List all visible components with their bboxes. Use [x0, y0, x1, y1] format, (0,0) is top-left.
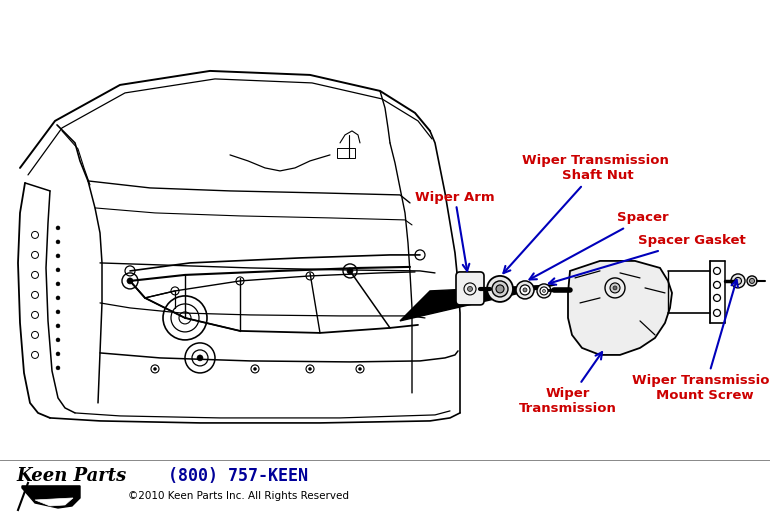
- Text: Spacer: Spacer: [530, 211, 668, 280]
- Circle shape: [309, 367, 312, 370]
- Circle shape: [492, 281, 508, 297]
- Circle shape: [56, 282, 60, 286]
- Circle shape: [613, 286, 617, 290]
- Polygon shape: [568, 261, 672, 355]
- Circle shape: [153, 367, 156, 370]
- Circle shape: [731, 274, 745, 288]
- Text: Wiper Arm: Wiper Arm: [415, 192, 495, 271]
- Circle shape: [56, 310, 60, 314]
- Circle shape: [610, 283, 620, 293]
- Circle shape: [347, 268, 353, 274]
- Text: Spacer Gasket: Spacer Gasket: [549, 235, 746, 285]
- Polygon shape: [22, 486, 80, 508]
- Circle shape: [56, 324, 60, 328]
- Circle shape: [56, 338, 60, 342]
- Polygon shape: [35, 498, 73, 506]
- Text: Wiper Transmission 
Shaft Nut: Wiper Transmission Shaft Nut: [504, 154, 674, 273]
- Circle shape: [359, 367, 361, 370]
- Circle shape: [56, 268, 60, 272]
- Text: Wiper
Transmission: Wiper Transmission: [519, 352, 617, 415]
- Circle shape: [543, 290, 545, 293]
- Circle shape: [747, 276, 757, 286]
- Circle shape: [523, 288, 527, 292]
- Polygon shape: [400, 285, 555, 321]
- Circle shape: [127, 278, 133, 284]
- Circle shape: [56, 226, 60, 230]
- Circle shape: [487, 276, 513, 302]
- Circle shape: [749, 278, 755, 283]
- Circle shape: [197, 355, 203, 361]
- Circle shape: [56, 352, 60, 356]
- Circle shape: [496, 285, 504, 293]
- Text: ©2010 Keen Parts Inc. All Rights Reserved: ©2010 Keen Parts Inc. All Rights Reserve…: [128, 491, 349, 501]
- Text: Wiper Transmission
Mount Screw: Wiper Transmission Mount Screw: [631, 280, 770, 402]
- Text: (800) 757-KEEN: (800) 757-KEEN: [168, 467, 308, 485]
- Circle shape: [537, 284, 551, 298]
- Bar: [337, 148, 355, 158]
- FancyBboxPatch shape: [456, 272, 484, 305]
- Circle shape: [56, 366, 60, 370]
- Circle shape: [56, 254, 60, 258]
- Circle shape: [540, 287, 548, 295]
- Circle shape: [253, 367, 256, 370]
- Circle shape: [520, 285, 530, 295]
- Circle shape: [516, 281, 534, 299]
- Circle shape: [467, 286, 473, 292]
- Circle shape: [56, 296, 60, 300]
- Circle shape: [56, 240, 60, 244]
- Text: Keen Parts: Keen Parts: [17, 467, 127, 485]
- Circle shape: [735, 278, 742, 284]
